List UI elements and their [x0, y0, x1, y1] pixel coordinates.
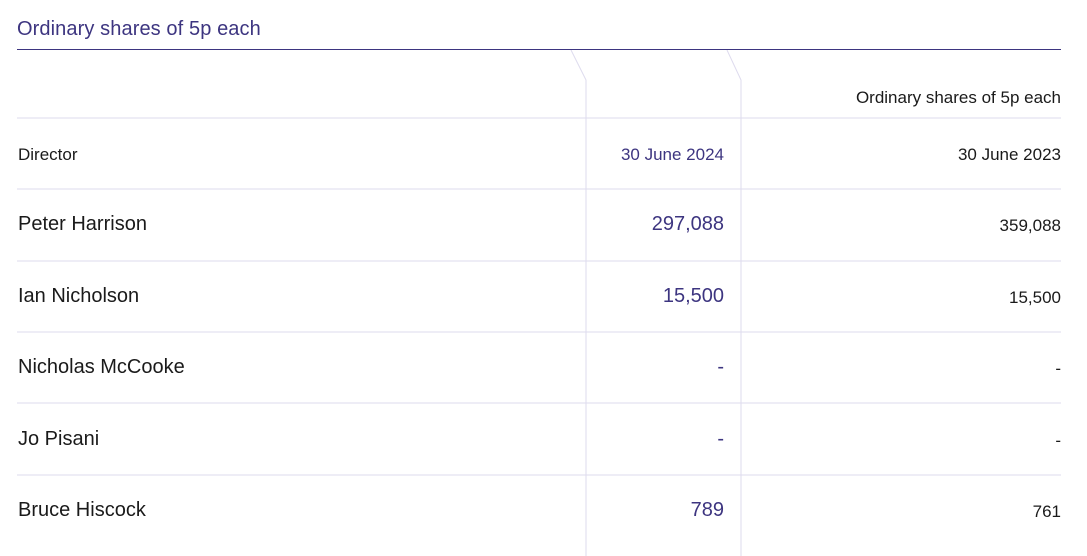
row-4-current: - [717, 428, 724, 450]
row-4-director: Jo Pisani [18, 428, 100, 450]
row-1-current: 297,088 [651, 213, 724, 235]
row-2-current: 15,500 [662, 285, 724, 307]
table-gridlines [17, 50, 1061, 556]
row-5-current: 789 [690, 499, 724, 521]
row-1-prior: 359,088 [999, 216, 1061, 235]
column-divider-left [570, 50, 587, 556]
row-2-director: Ian Nicholson [18, 285, 140, 307]
header-prior-year: 30 June 2023 [957, 145, 1061, 164]
row-5-prior: 761 [1032, 502, 1061, 521]
row-3-current: - [717, 356, 724, 378]
table-title: Ordinary shares of 5p each [17, 18, 261, 40]
row-4-prior: - [1055, 431, 1061, 450]
header-current-year: 30 June 2024 [620, 145, 724, 164]
row-2-prior: 15,500 [1009, 288, 1061, 307]
column-divider-right [726, 50, 742, 556]
title-underline [17, 49, 1061, 50]
row-3-prior: - [1055, 359, 1061, 378]
row-1-director: Peter Harrison [18, 213, 147, 235]
row-5-director: Bruce Hiscock [18, 499, 146, 521]
column-group-header: Ordinary shares of 5p each [855, 88, 1061, 107]
header-director: Director [18, 145, 78, 164]
row-3-director: Nicholas McCooke [18, 356, 185, 378]
